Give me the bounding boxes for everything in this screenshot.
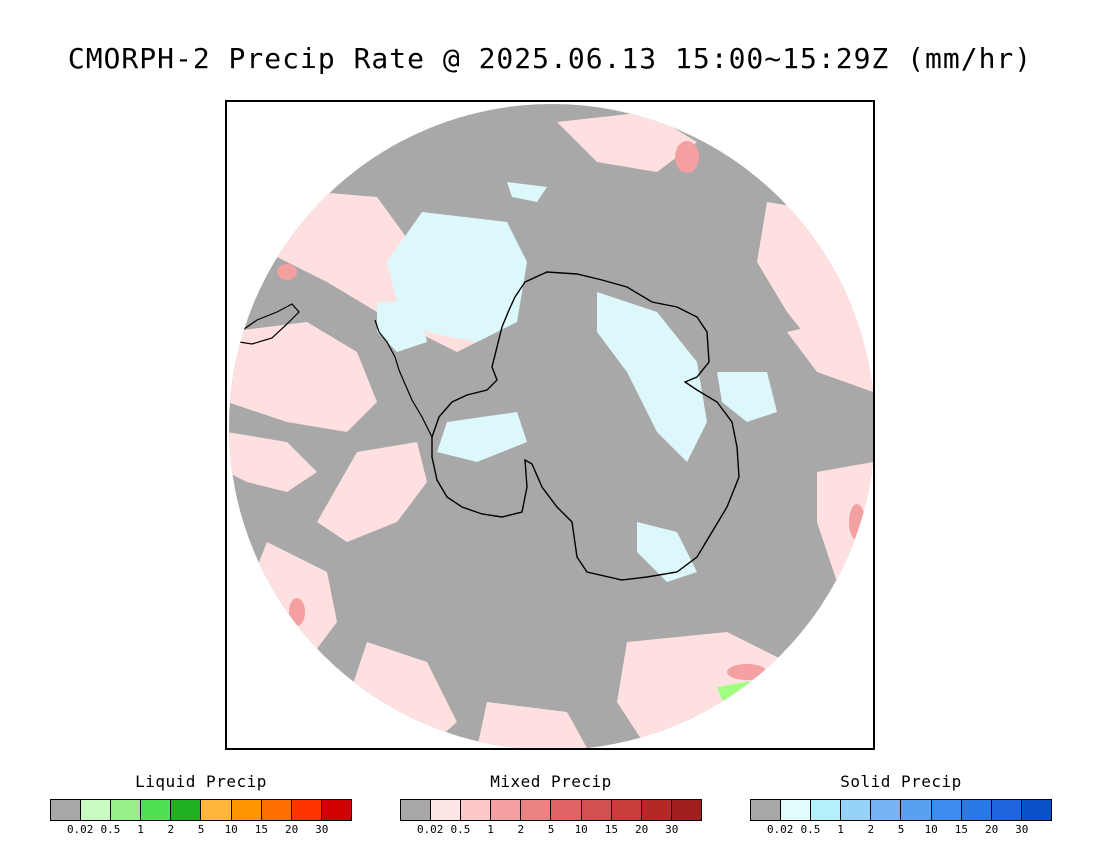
south-america-coastline — [236, 303, 300, 345]
legend-tick-label: 1 — [487, 823, 494, 836]
mixed-precip-region — [229, 322, 377, 432]
legend-tick-label: 5 — [197, 823, 205, 836]
legend-swatch — [751, 800, 782, 820]
legend-tick-label: 2 — [517, 823, 525, 836]
legend-swatch — [321, 800, 351, 820]
legend-tick-label: 10 — [574, 823, 588, 836]
legend-swatch — [51, 800, 82, 820]
mixed-heavy-cell — [849, 504, 865, 540]
legend-tick-label: 30 — [665, 823, 679, 836]
legend-colorbar — [50, 799, 352, 821]
map-disk — [229, 104, 873, 748]
legend-mixed-precip: Mixed Precip 0.02 0.5 1 2 5 10 15 20 30 — [400, 772, 702, 837]
legend-title: Liquid Precip — [135, 772, 267, 791]
mixed-precip-region — [787, 312, 873, 392]
legend-swatch — [901, 800, 932, 820]
legend-swatch — [171, 800, 202, 820]
legend-tick-label: 0.02 — [416, 823, 444, 836]
legend-tick-label: 10 — [224, 823, 238, 836]
mixed-heavy-cell — [675, 141, 699, 173]
solid-precip-region — [637, 522, 697, 582]
legend-swatch — [81, 800, 112, 820]
legend-swatch — [261, 800, 292, 820]
legend-swatch — [641, 800, 672, 820]
legend-swatch — [871, 800, 902, 820]
legend-tick-labels: 0.02 0.5 1 2 5 10 15 20 30 — [50, 823, 352, 837]
legend-swatch — [201, 800, 232, 820]
solid-precip-region — [387, 212, 527, 342]
solid-precip-region — [377, 302, 427, 352]
legend-swatch — [991, 800, 1022, 820]
legend-swatch — [931, 800, 962, 820]
mixed-heavy-cell — [289, 598, 305, 626]
legend-tick-label: 2 — [167, 823, 175, 836]
legend-swatch — [1021, 800, 1051, 820]
legend-swatch — [811, 800, 842, 820]
legend-swatch — [551, 800, 582, 820]
legend-swatch — [491, 800, 522, 820]
legend-swatch — [611, 800, 642, 820]
legend-liquid-precip: Liquid Precip 0.02 0.5 1 2 5 10 15 20 30 — [50, 772, 352, 837]
legend-tick-label: 30 — [315, 823, 329, 836]
mixed-precip-region — [557, 112, 697, 172]
legend-tick-label: 5 — [897, 823, 905, 836]
legend-swatch — [461, 800, 492, 820]
map-frame — [225, 100, 875, 750]
solid-precip-regions — [377, 182, 777, 582]
legend-tick-label: 20 — [284, 823, 299, 836]
legend-tick-label: 15 — [254, 823, 269, 836]
chart-title: CMORPH-2 Precip Rate @ 2025.06.13 15:00~… — [67, 42, 1033, 75]
legend-swatch — [781, 800, 812, 820]
legend-swatch — [231, 800, 262, 820]
legend-swatch — [581, 800, 612, 820]
polar-precip-map — [229, 104, 873, 748]
legend-swatch — [141, 800, 172, 820]
antarctica-coastline — [431, 271, 740, 581]
antarctic-peninsula-coastline — [374, 319, 433, 438]
legend-title: Solid Precip — [840, 772, 962, 791]
legend-colorbar — [750, 799, 1052, 821]
legend-title: Mixed Precip — [490, 772, 612, 791]
legend-tick-label: 0.5 — [450, 823, 471, 836]
legend-tick-label: 1 — [837, 823, 844, 836]
legend-swatch — [111, 800, 142, 820]
legend-tick-label: 1 — [137, 823, 144, 836]
legend-tick-label: 20 — [984, 823, 999, 836]
mixed-heavy-cell — [727, 664, 767, 680]
legend-tick-label: 10 — [924, 823, 938, 836]
legend-tick-label: 0.5 — [100, 823, 121, 836]
mixed-precip-region — [267, 192, 417, 312]
legend-swatch — [401, 800, 432, 820]
mixed-precip-region — [229, 432, 317, 492]
mixed-precip-region — [477, 702, 587, 748]
mixed-precip-region — [317, 442, 427, 542]
legend-tick-label: 0.02 — [66, 823, 94, 836]
legend-tick-label: 5 — [547, 823, 555, 836]
mixed-heavy-cell — [277, 264, 297, 280]
legend-tick-label: 20 — [634, 823, 649, 836]
solid-precip-region — [437, 412, 527, 462]
solid-precip-region — [507, 182, 547, 202]
solid-precip-region — [717, 372, 777, 422]
legend-tick-label: 2 — [867, 823, 875, 836]
mixed-heavy-cells — [277, 141, 865, 680]
legend-tick-label: 0.02 — [766, 823, 794, 836]
legend-tick-labels: 0.02 0.5 1 2 5 10 15 20 30 — [400, 823, 702, 837]
legend-swatch — [521, 800, 552, 820]
legend-tick-label: 0.5 — [800, 823, 821, 836]
legend-swatch — [961, 800, 992, 820]
legend-tick-label: 30 — [1015, 823, 1029, 836]
legend-swatch — [291, 800, 322, 820]
legend-tick-label: 15 — [604, 823, 619, 836]
legend-tick-label: 15 — [954, 823, 969, 836]
legend-swatch — [431, 800, 462, 820]
legend-tick-labels: 0.02 0.5 1 2 5 10 15 20 30 — [750, 823, 1052, 837]
legend-solid-precip: Solid Precip 0.02 0.5 1 2 5 10 15 20 30 — [750, 772, 1052, 837]
legend-swatch — [841, 800, 872, 820]
solid-precip-region — [597, 292, 707, 462]
legend-colorbar — [400, 799, 702, 821]
legend-swatch — [671, 800, 701, 820]
